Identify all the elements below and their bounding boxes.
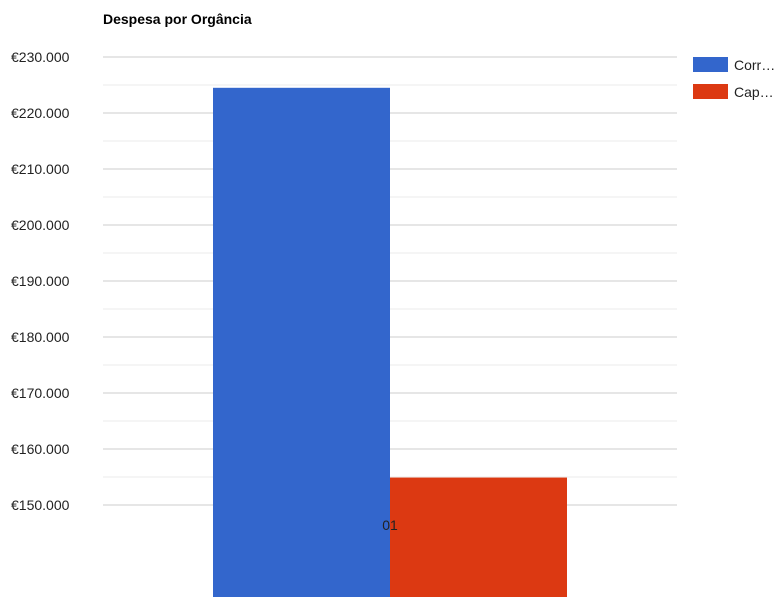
x-category-label: 01 [382,517,398,533]
chart-title: Despesa por Orgância [103,11,252,27]
legend-label: Corr… [734,57,775,73]
x-axis: 01 [382,517,398,533]
y-tick-label: €190.000 [11,273,70,289]
legend-label: Cap… [734,84,774,100]
legend: Corr… Cap… [693,57,775,100]
y-tick-label: €210.000 [11,161,70,177]
legend-swatch [693,84,728,99]
y-tick-label: €150.000 [11,497,70,513]
y-tick-label: €180.000 [11,329,70,345]
bar-corrente [213,87,390,597]
y-tick-label: €220.000 [11,105,70,121]
y-tick-label: €170.000 [11,385,70,401]
y-tick-label: €200.000 [11,217,70,233]
legend-swatch [693,57,728,72]
y-tick-label: €160.000 [11,441,70,457]
y-tick-label: €230.000 [11,49,70,65]
y-axis: €150.000 €160.000 €170.000 €180.000 €190.000… [11,49,70,513]
bar-capital [390,477,567,597]
bars [213,87,567,597]
